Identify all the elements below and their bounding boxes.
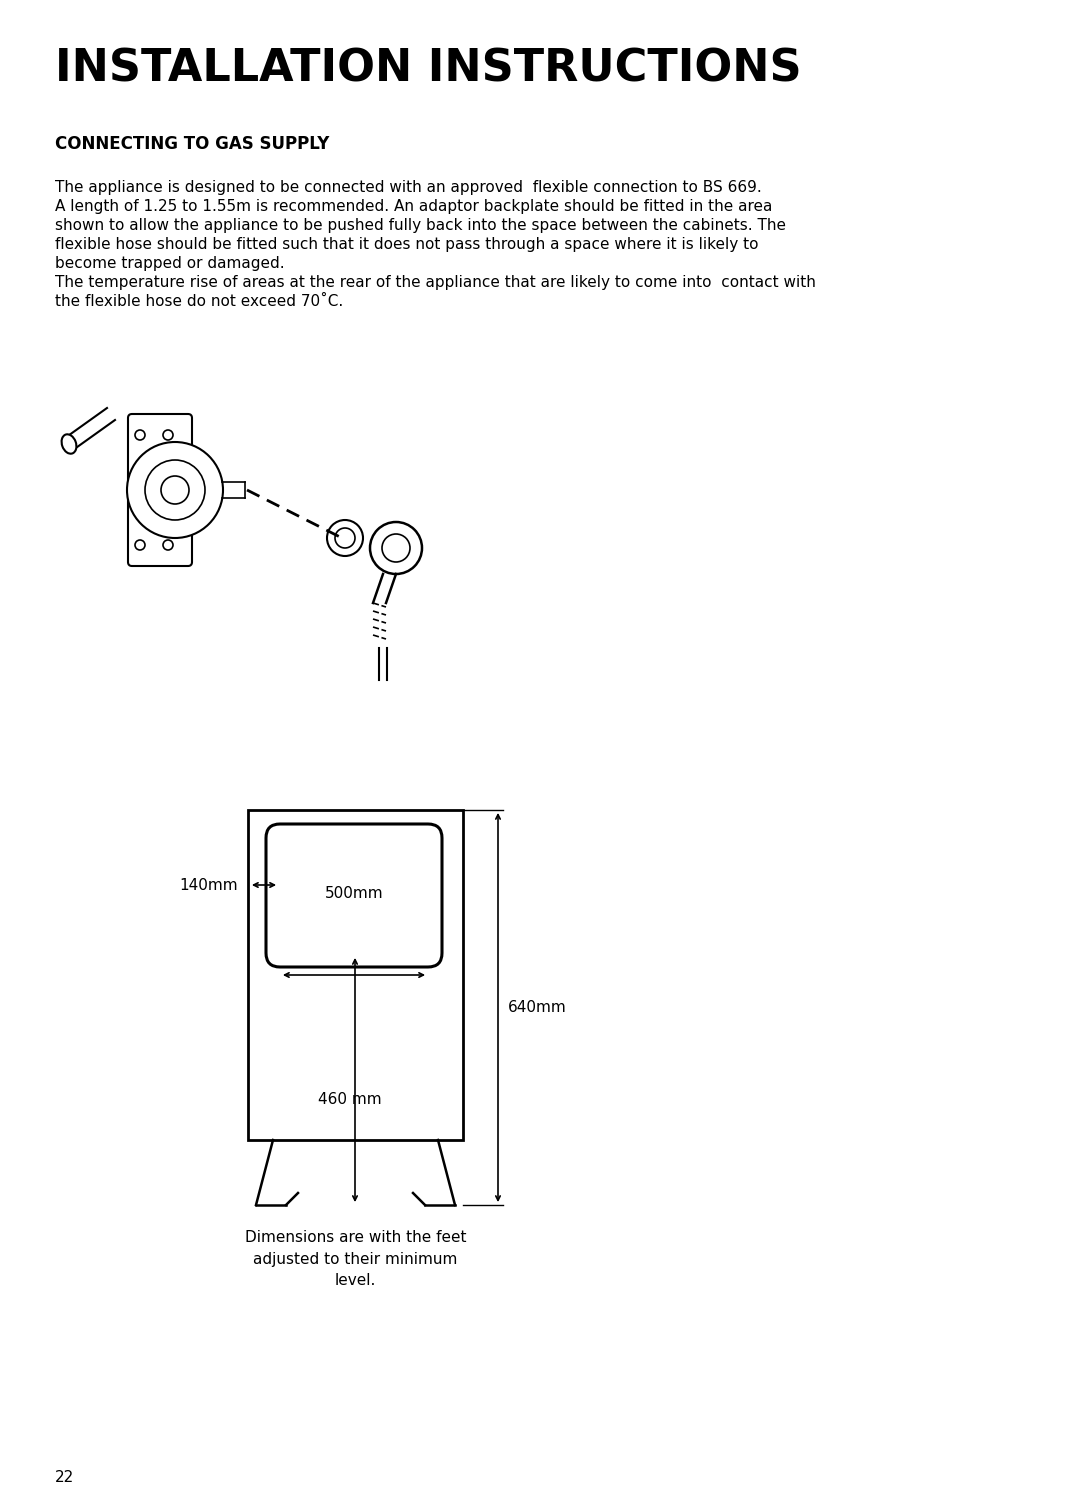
Circle shape [327, 520, 363, 556]
Text: 500mm: 500mm [325, 885, 383, 901]
Text: flexible hose should be fitted such that it does not pass through a space where : flexible hose should be fitted such that… [55, 237, 758, 252]
Circle shape [163, 539, 173, 550]
Circle shape [135, 539, 145, 550]
Text: the flexible hose do not exceed 70˚C.: the flexible hose do not exceed 70˚C. [55, 295, 343, 310]
Ellipse shape [62, 434, 77, 453]
Text: become trapped or damaged.: become trapped or damaged. [55, 255, 285, 270]
Text: shown to allow the appliance to be pushed fully back into the space between the : shown to allow the appliance to be pushe… [55, 218, 786, 233]
Circle shape [127, 443, 222, 538]
Text: The temperature rise of areas at the rear of the appliance that are likely to co: The temperature rise of areas at the rea… [55, 275, 815, 290]
Text: The appliance is designed to be connected with an approved  flexible connection : The appliance is designed to be connecte… [55, 180, 761, 195]
Text: INSTALLATION INSTRUCTIONS: INSTALLATION INSTRUCTIONS [55, 48, 801, 91]
Text: Dimensions are with the feet
adjusted to their minimum
level.: Dimensions are with the feet adjusted to… [245, 1230, 467, 1289]
Text: 140mm: 140mm [179, 878, 238, 893]
Circle shape [370, 521, 422, 574]
Text: 460 mm: 460 mm [319, 1091, 382, 1106]
Bar [248, 810, 463, 1139]
Text: A length of 1.25 to 1.55m is recommended. An adaptor backplate should be fitted : A length of 1.25 to 1.55m is recommended… [55, 199, 772, 215]
Text: CONNECTING TO GAS SUPPLY: CONNECTING TO GAS SUPPLY [55, 134, 329, 153]
Text: 22: 22 [55, 1470, 75, 1485]
Circle shape [163, 431, 173, 440]
Circle shape [135, 431, 145, 440]
Text: 640mm: 640mm [508, 1000, 567, 1015]
FancyBboxPatch shape [129, 414, 192, 567]
